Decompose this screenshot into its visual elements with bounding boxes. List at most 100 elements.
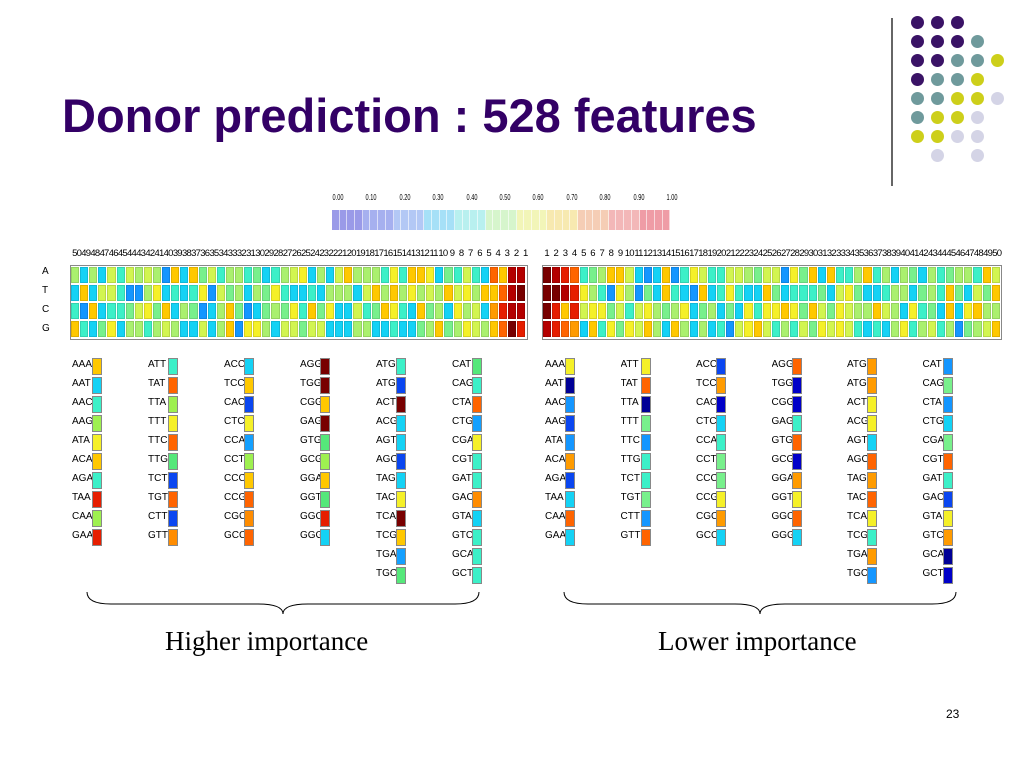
heatmap-cell [398, 267, 408, 283]
heatmap-cell [508, 285, 517, 301]
decorative-dot [911, 73, 924, 86]
position-label: 16 [383, 248, 393, 259]
decorative-dot [951, 73, 964, 86]
position-label: 12 [420, 248, 430, 259]
heatmap-cell [171, 267, 180, 283]
kmer-color-swatch [716, 453, 726, 470]
position-label: 14 [401, 248, 412, 259]
position-label: 25 [301, 248, 311, 259]
decorative-dot [951, 111, 964, 124]
kmer-entry: CCC [224, 472, 288, 491]
kmer-label: GTG [771, 435, 794, 446]
kmer-entry: CCA [696, 434, 760, 453]
heatmap-cell [471, 321, 480, 337]
heatmap-cell [198, 285, 207, 301]
heatmap-cell [909, 285, 918, 301]
heatmap-cell [771, 285, 781, 301]
kmer-color-swatch [716, 510, 726, 527]
kmer-entry: CGA [923, 434, 987, 453]
position-label: 34 [218, 248, 229, 259]
heatmap-cell [353, 303, 362, 319]
heatmap-cell [781, 321, 790, 337]
kmer-color-swatch [168, 491, 178, 508]
heatmap-cell [125, 285, 134, 301]
position-label: 32 [236, 248, 247, 259]
heatmap-cell [716, 285, 726, 301]
heatmap-cell [80, 267, 89, 283]
heatmap-cell [326, 285, 335, 301]
position-label: 4 [495, 248, 501, 259]
kmer-color-swatch [396, 358, 406, 375]
heatmap-cell [845, 321, 854, 337]
kmer-color-swatch [942, 377, 953, 394]
heatmap-cell [607, 285, 616, 301]
kmer-color-swatch [640, 510, 651, 527]
heatmap-cell [480, 267, 490, 283]
heatmap-cell [945, 321, 955, 337]
heatmap-cell [71, 303, 80, 319]
heatmap-cell [552, 303, 561, 319]
kmer-color-swatch [791, 377, 802, 394]
heatmap-cell [116, 285, 125, 301]
kmer-color-swatch [942, 529, 953, 546]
heatmap-cell [927, 267, 936, 283]
heatmap-cell [982, 285, 991, 301]
decorative-dot [991, 54, 1004, 67]
heatmap-cell [781, 303, 790, 319]
kmer-entry: ATA [72, 434, 136, 453]
kmer-label: CAA [72, 511, 93, 522]
position-label: 11 [429, 248, 439, 259]
heatmap-cell [726, 285, 735, 301]
kmer-entry: AAT [545, 377, 609, 396]
position-label: 25 [762, 248, 773, 259]
kmer-color-swatch [472, 415, 482, 432]
kmer-color-swatch [942, 358, 953, 375]
kmer-color-swatch [168, 358, 178, 375]
heatmap-cell [826, 285, 835, 301]
heatmap-cell [799, 267, 808, 283]
kmer-label: CTC [696, 416, 717, 427]
kmer-label: GTC [922, 530, 944, 541]
heatmap-cell [543, 321, 552, 337]
position-label: 4 [571, 248, 577, 259]
lower-importance-label: Lower importance [658, 626, 857, 656]
position-label: 22 [735, 248, 745, 259]
kmer-color-swatch [640, 434, 651, 451]
heatmap-cell [289, 267, 298, 283]
kmer-color-swatch [565, 491, 575, 508]
higher-importance-brace [86, 591, 480, 615]
kmer-label: AGG [300, 359, 322, 370]
kmer-label: GAC [452, 492, 474, 503]
kmer-entry: GAG [772, 415, 836, 434]
kmer-label: CTC [224, 416, 245, 427]
heatmap-cell [171, 285, 180, 301]
heatmap-cell [671, 321, 680, 337]
heatmap-cell [508, 267, 517, 283]
heatmap-cell [991, 303, 1000, 319]
heatmap-cell [964, 303, 973, 319]
heatmap-cell [435, 267, 444, 283]
kmer-color-swatch [244, 453, 254, 470]
position-label: 43 [136, 248, 146, 259]
heatmap-cell [499, 321, 508, 337]
scale-segment [431, 210, 440, 230]
position-label: 8 [608, 248, 614, 259]
kmer-label: AGG [771, 359, 794, 370]
scale-segment [562, 210, 571, 230]
heatmap-cell [417, 321, 426, 337]
heatmap-cell [207, 303, 216, 319]
kmer-color-swatch [244, 491, 254, 508]
kmer-color-swatch [320, 491, 330, 508]
heatmap-cell [71, 285, 80, 301]
heatmap-cell [444, 285, 453, 301]
heatmap-cell [89, 321, 98, 337]
heatmap-cell [662, 267, 671, 283]
position-label: 26 [771, 248, 782, 259]
kmer-entry: TAA [545, 491, 609, 510]
position-label: 27 [282, 248, 293, 259]
heatmap-cell [890, 285, 900, 301]
heatmap-cell [462, 285, 471, 301]
heatmap-cell [552, 285, 561, 301]
heatmap-cell [207, 285, 216, 301]
scale-tick-label: 0.30 [432, 193, 444, 202]
